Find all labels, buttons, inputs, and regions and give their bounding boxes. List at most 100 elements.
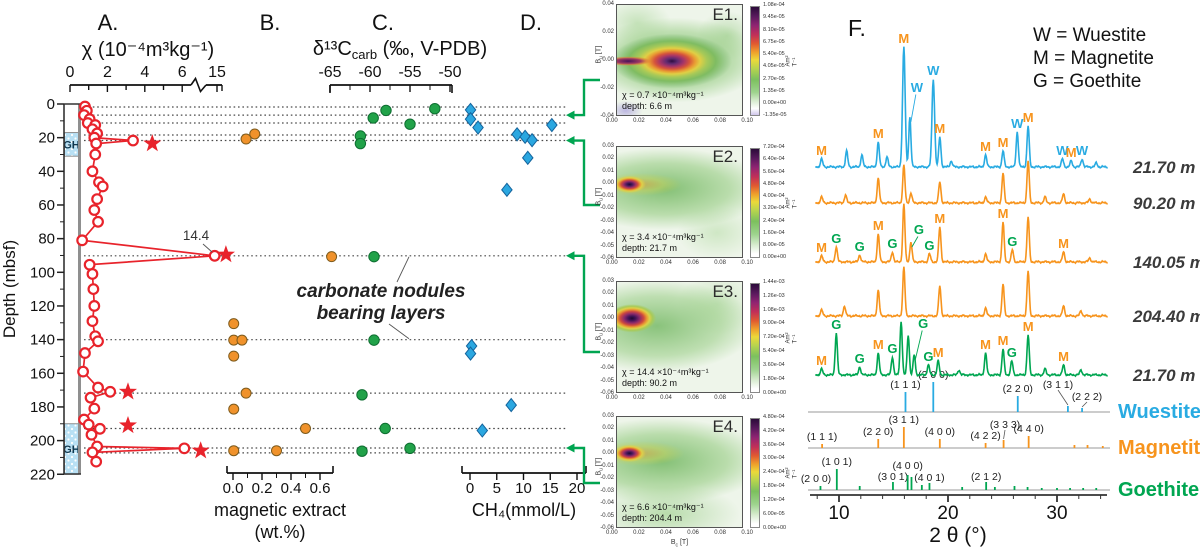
- tick-label: 0.00e+00: [763, 524, 787, 531]
- tick-label: 0.10: [741, 260, 753, 266]
- peak-mineral-letter: M: [1023, 110, 1034, 125]
- tick-label: -0.01: [600, 192, 614, 199]
- tick-label: 0.00e+00: [763, 100, 787, 107]
- tick-label: 0.00: [606, 395, 618, 401]
- chi-data-point: [85, 428, 98, 441]
- tick-label: 0.04: [602, 1, 614, 7]
- methane-axis-title: CH₄(mmol/L): [472, 500, 576, 520]
- hkl-index-label: (4 0 0): [925, 426, 955, 438]
- tick-label: -0.06: [600, 389, 614, 396]
- tick-label: -0.03: [600, 352, 614, 359]
- chi-tick-label: 15: [208, 64, 226, 81]
- forc-heatmap-e4: E4. χ = 6.6 ×10⁻⁴m³kg⁻¹ depth: 204.4 m: [616, 416, 743, 528]
- mineral-name-label: Goethite: [1118, 479, 1199, 501]
- forc-meta: χ = 3.4 ×10⁻⁴m³kg⁻¹ depth: 21.7 m: [622, 232, 704, 255]
- methane-point: [505, 397, 518, 413]
- mineral-legend-item: G = Goethite: [1033, 71, 1141, 92]
- forc-link-arrowhead: [566, 251, 575, 261]
- trace-depth-label: 204.40 m: [1132, 307, 1200, 326]
- two-theta-tick-label: 10: [828, 503, 849, 524]
- tick-label: 0.00e+00: [763, 254, 787, 261]
- tick-label: 0.04: [660, 118, 672, 124]
- xrd-trace: [814, 266, 1108, 319]
- tick-label: 8.10e-05: [763, 26, 785, 33]
- tick-label: -0.06: [600, 524, 614, 531]
- peak-mineral-letter: M: [816, 240, 827, 255]
- peak-mineral-letter: M: [998, 206, 1009, 221]
- peak-mineral-letter: M: [1058, 349, 1069, 364]
- tick-label: 6.00e-05: [763, 510, 785, 517]
- tick-label: -0.04: [600, 365, 614, 372]
- methane-point: [519, 129, 531, 145]
- depth-tick-label: 180: [30, 399, 55, 416]
- forc-colorbar-unit: Am² T⁻¹: [785, 55, 799, 67]
- tick-label: -0.04: [600, 230, 614, 237]
- panel-label: B.: [260, 10, 281, 35]
- forc-y-ticks: 0.03 0.02 0.01 0.00 -0.01 -0.02 -0.03 -0.04 -0.0…: [592, 413, 614, 531]
- tick-label: 4.05e-05: [763, 63, 785, 70]
- tick-label: 1.80e-04: [763, 375, 785, 382]
- peak-mineral-letter: G: [1007, 234, 1017, 249]
- tick-label: -1.35e-05: [763, 112, 787, 119]
- lithology-column: [64, 104, 79, 474]
- two-theta-axis-title: 2 θ (°): [929, 524, 986, 547]
- forc-meta: χ = 6.6 ×10⁻⁴m³kg⁻¹ depth: 204.4 m: [622, 502, 704, 525]
- peak-mineral-letter: G: [855, 239, 865, 254]
- depth-tick-label: 60: [38, 197, 55, 214]
- panel-label: D.: [520, 10, 542, 35]
- hkl-index-label: (2 2 2): [1072, 391, 1102, 403]
- carbon-tick-label: -50: [438, 64, 461, 81]
- forc-heatmap-e1: E1. χ = 0.7 ×10⁻⁴m³kg⁻¹ depth: 6.6 m: [616, 4, 743, 116]
- tick-label: 5.60e-04: [763, 168, 785, 175]
- tick-label: 0.10: [741, 530, 753, 536]
- carbon-isotope-point: [379, 422, 391, 435]
- tick-label: 0.06: [687, 530, 699, 536]
- tick-label: 1.60e-04: [763, 229, 785, 236]
- tick-label: -0.01: [600, 462, 614, 469]
- tick-label: 0.08: [714, 530, 726, 536]
- tick-label: -0.04: [600, 113, 614, 119]
- forc-link-arrow: [573, 139, 600, 207]
- methane-tick-label: 5: [493, 480, 501, 497]
- forc-xlabel: Bc [T]: [670, 539, 689, 549]
- magnetic-extract-point: [249, 128, 261, 140]
- chi-data-point: [88, 402, 101, 415]
- chi-data-point: [92, 381, 104, 394]
- tick-label: 0.03: [602, 413, 614, 419]
- methane-point: [472, 120, 484, 135]
- depth-tick-label: 40: [38, 163, 55, 180]
- tick-label: 0.04: [660, 395, 672, 401]
- chi-data-point: [127, 134, 139, 147]
- chi-data-point: [91, 193, 104, 205]
- forc-link-arrowhead: [566, 136, 575, 146]
- tick-label: 0.03: [602, 278, 614, 284]
- tick-label: -0.04: [600, 500, 614, 507]
- trace-depth-label: 21.70 m: [1132, 366, 1195, 385]
- chi-data-point: [77, 365, 89, 378]
- peak-mineral-letter: M: [980, 337, 991, 352]
- mineral-legend-item: M = Magnetite: [1033, 48, 1154, 69]
- tick-label: 0.02: [602, 155, 614, 162]
- forc-link-arrow: [573, 254, 600, 354]
- xrd-trace: [814, 46, 1108, 170]
- depth-axis-title: Depth (mbsf): [0, 240, 19, 338]
- tick-label: 5.40e-04: [763, 348, 785, 355]
- chi-data-point: [86, 315, 99, 328]
- xrd-trace: [814, 203, 1108, 265]
- carbon-isotope-point: [367, 112, 379, 124]
- peak-mineral-letter: M: [873, 126, 884, 141]
- carbon-tick-label: -55: [398, 64, 421, 81]
- extract-axis-title: magnetic extract: [214, 500, 346, 520]
- chi-data-point: [104, 385, 117, 398]
- tick-label: 0.04: [660, 260, 672, 266]
- carbon-isotope-point: [429, 103, 441, 115]
- tick-label: 0.08: [714, 395, 726, 401]
- forc-panel-e4: Bu [T] 0.03 0.02 0.01 0.00 -0.01 -0.02 -0.03 -0…: [588, 413, 800, 549]
- tick-label: 4.80e-04: [763, 414, 785, 420]
- methane-tick-label: 15: [542, 480, 559, 497]
- tick-label: 2.40e-04: [763, 217, 785, 224]
- mineral-name-label: Magnetite: [1118, 437, 1200, 459]
- chi-data-point: [89, 148, 102, 161]
- sample-star-marker: [216, 245, 235, 263]
- peak-mineral-letter: W: [1056, 143, 1069, 158]
